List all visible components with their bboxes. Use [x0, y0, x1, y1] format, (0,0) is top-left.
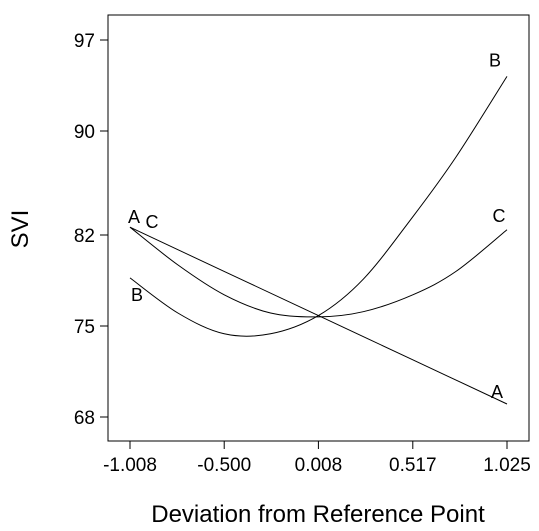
series-end-label: A	[491, 382, 503, 402]
y-tick-label: 97	[74, 31, 95, 52]
y-axis: 68 75 82 90 97	[74, 31, 108, 429]
x-axis-label: Deviation from Reference Point	[151, 501, 485, 528]
y-tick-label: 68	[74, 408, 95, 429]
x-tick-label: 0.008	[295, 455, 343, 476]
plot-frame	[107, 14, 530, 442]
series-end-label: B	[489, 50, 501, 70]
series-start-label: C	[146, 212, 159, 232]
series-start-label: A	[128, 207, 140, 227]
series-start-label: B	[131, 285, 143, 305]
series-labels: A A B B C C	[128, 50, 506, 402]
x-tick-label: -1.008	[103, 455, 157, 476]
series-line-c	[129, 226, 508, 318]
x-tick-label: 0.517	[389, 455, 437, 476]
x-axis: -1.008 -0.500 0.008 0.517 1.025	[103, 441, 531, 476]
y-axis-label: SVI	[7, 210, 34, 249]
x-tick-label: 1.025	[483, 455, 531, 476]
series-lines	[129, 76, 508, 405]
y-tick-label: 75	[74, 317, 95, 338]
series-line-b	[129, 76, 508, 337]
x-tick-label: -0.500	[197, 455, 251, 476]
series-end-label: C	[493, 206, 506, 226]
y-tick-label: 82	[74, 226, 95, 247]
y-tick-label: 90	[74, 122, 95, 143]
